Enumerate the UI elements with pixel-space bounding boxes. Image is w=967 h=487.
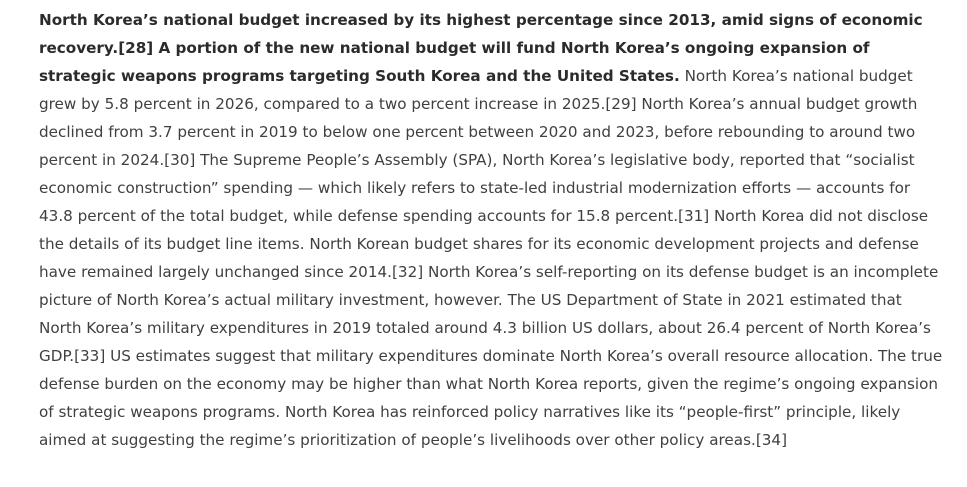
body-text: North Korea’s national budget grew by 5.…	[39, 67, 943, 449]
lead-sentence: North Korea’s national budget increased …	[39, 11, 923, 85]
article-paragraph: North Korea’s national budget increased …	[39, 6, 945, 454]
